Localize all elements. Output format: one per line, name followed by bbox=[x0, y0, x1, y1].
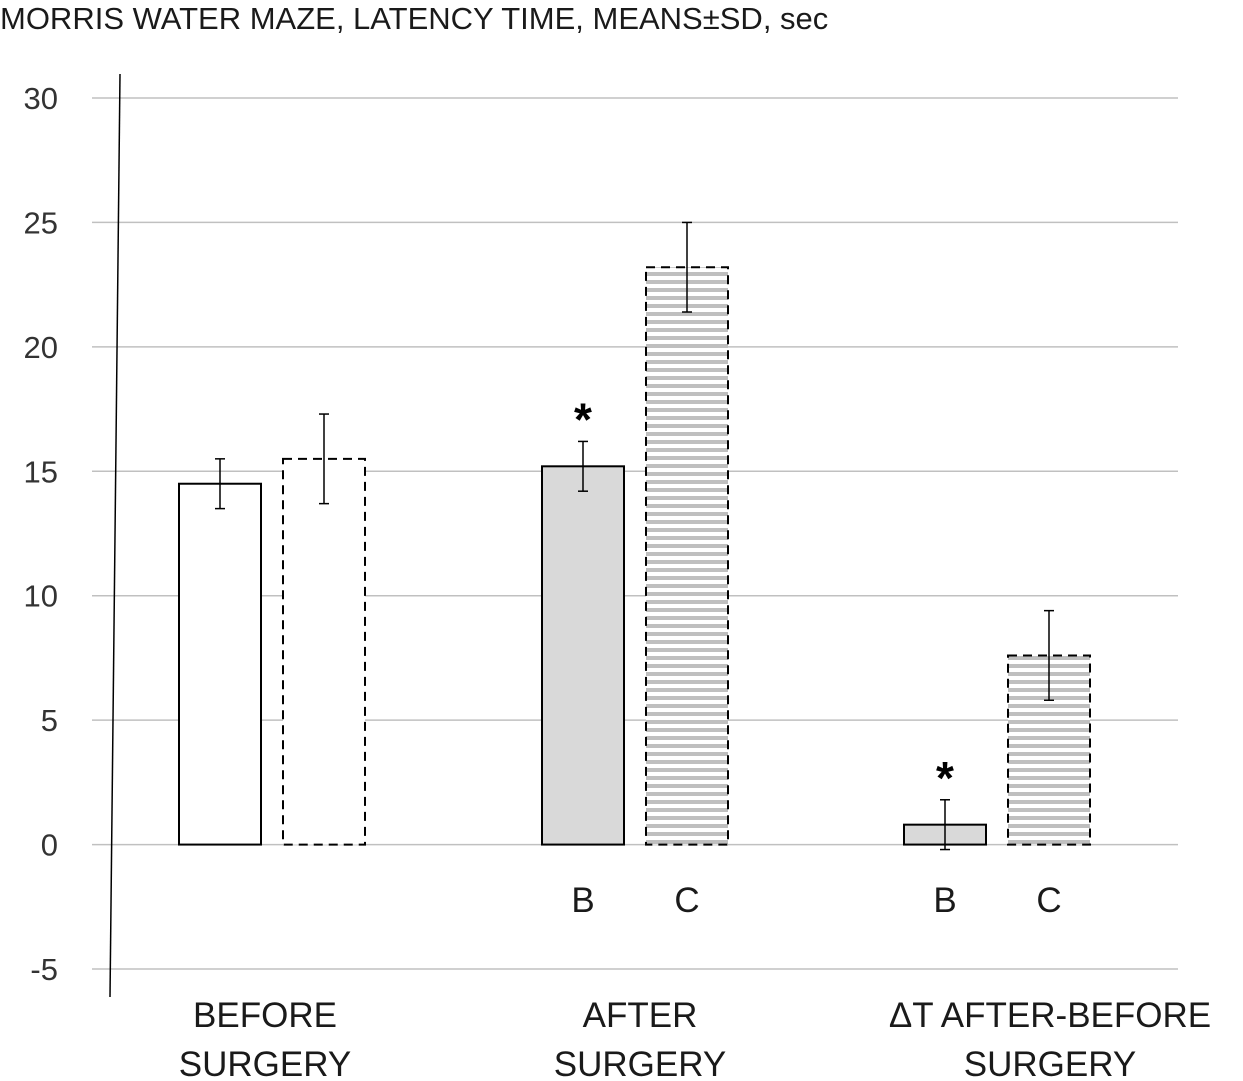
bar bbox=[645, 266, 729, 846]
y-tick-labels: 30 25 20 15 10 5 0 -5 bbox=[24, 81, 58, 987]
y-axis-line bbox=[109, 73, 121, 998]
grid-lines bbox=[92, 97, 1178, 970]
error-bar bbox=[578, 440, 588, 492]
bar-label: B bbox=[933, 881, 956, 920]
category-labels: BEFORE SURGERY AFTER SURGERY ΔT AFTER-BEFORE… bbox=[179, 996, 1211, 1081]
error-bar bbox=[1044, 609, 1054, 701]
category-label: BEFORE bbox=[193, 996, 337, 1035]
y-tick-label: -5 bbox=[30, 952, 58, 987]
error-bar bbox=[682, 221, 692, 313]
category-label: ΔT AFTER-BEFORE bbox=[889, 996, 1211, 1035]
bar-labels: B BC C bbox=[571, 881, 1061, 920]
error-bar bbox=[215, 458, 225, 510]
y-tick-label: 30 bbox=[24, 81, 58, 116]
error-bar bbox=[319, 413, 329, 505]
bar bbox=[282, 457, 366, 846]
y-tick-label: 15 bbox=[24, 454, 58, 489]
significance-marks: ** bbox=[574, 393, 954, 803]
category-label: SURGERY bbox=[179, 1045, 351, 1081]
category-label: SURGERY bbox=[964, 1045, 1136, 1081]
y-tick-label: 5 bbox=[41, 703, 58, 738]
y-axis bbox=[109, 73, 121, 998]
y-tick-label: 20 bbox=[24, 330, 58, 365]
error-bar bbox=[940, 799, 950, 851]
error-bars bbox=[215, 221, 1054, 851]
bar-label: B bbox=[571, 881, 594, 920]
chart-title: MORRIS WATER MAZE, LATENCY TIME, MEANS±S… bbox=[0, 1, 829, 36]
bar-label: C bbox=[1036, 881, 1061, 920]
y-tick-label: 0 bbox=[41, 828, 58, 863]
category-label: AFTER bbox=[583, 996, 698, 1035]
category-label: SURGERY bbox=[554, 1045, 726, 1081]
bar bbox=[178, 482, 262, 846]
bar bbox=[541, 465, 625, 846]
bar-label: C bbox=[674, 881, 699, 920]
y-tick-label: 25 bbox=[24, 205, 58, 240]
y-tick-label: 10 bbox=[24, 579, 58, 614]
significance-star: * bbox=[936, 752, 954, 804]
significance-star: * bbox=[574, 393, 592, 445]
